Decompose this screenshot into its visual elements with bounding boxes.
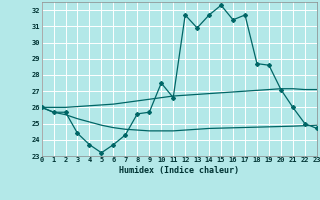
X-axis label: Humidex (Indice chaleur): Humidex (Indice chaleur) bbox=[119, 166, 239, 175]
